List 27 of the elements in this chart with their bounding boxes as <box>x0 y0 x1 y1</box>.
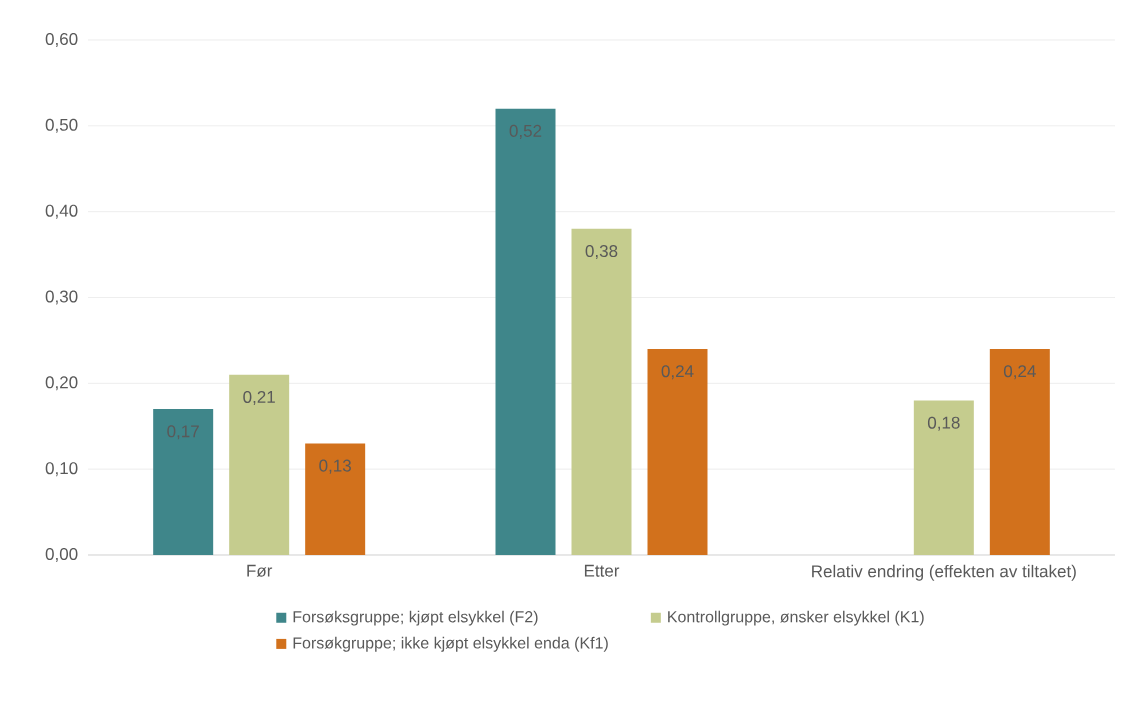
x-tick-label: Etter <box>584 564 620 577</box>
y-tick-label: 0,40 <box>45 204 78 219</box>
legend-label: Kontrollgruppe, ønsker elsykkel (K1) <box>668 610 924 626</box>
bar <box>495 108 556 555</box>
bar <box>571 228 632 555</box>
data-label: 0,24 <box>1003 365 1036 380</box>
y-tick-label: 0,60 <box>45 32 78 48</box>
data-label: 0,18 <box>927 416 960 431</box>
y-tick-label: 0,10 <box>45 462 78 477</box>
y-tick-label: 0,30 <box>45 290 78 305</box>
x-tick-label: Relativ endring (effekten av tiltaket) <box>812 564 1076 581</box>
legend-label: Forsøkgruppe; ikke kjøpt elsykkel enda (Kf1) <box>293 636 608 652</box>
legend-label: Forsøksgruppe; kjøpt elsykkel (F2) <box>293 610 538 626</box>
data-label: 0,13 <box>319 459 351 474</box>
bar <box>647 348 708 555</box>
data-label: 0,38 <box>585 245 618 260</box>
bar <box>913 400 974 555</box>
data-label: 0,21 <box>243 390 275 405</box>
y-tick-label: 0,00 <box>45 547 78 563</box>
x-tick-label: Før <box>247 564 273 577</box>
y-tick-label: 0,20 <box>45 376 78 391</box>
bar <box>305 443 366 555</box>
bar <box>229 374 290 555</box>
bar <box>153 409 214 555</box>
bar <box>989 348 1050 555</box>
data-label: 0,24 <box>661 365 694 380</box>
y-tick-label: 0,50 <box>45 118 78 133</box>
